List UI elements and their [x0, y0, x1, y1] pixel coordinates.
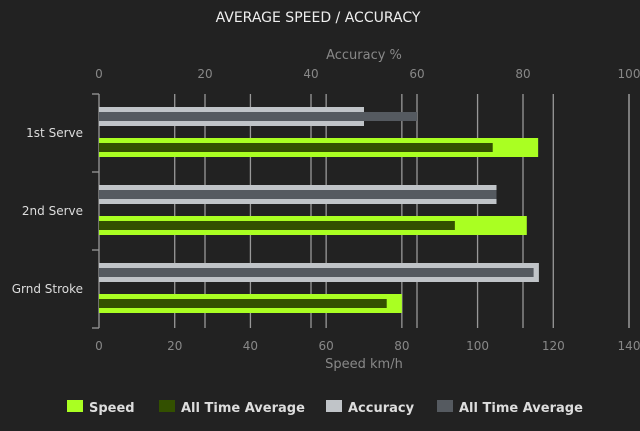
accuracy-tick-label: 60	[409, 67, 424, 81]
speed-tick-label: 40	[243, 339, 258, 353]
legend-label: All Time Average	[181, 401, 305, 416]
accuracy-average-bar	[99, 268, 534, 277]
top-axis-label: Accuracy %	[326, 48, 402, 63]
speed-tick-label: 0	[95, 339, 103, 353]
speed-average-bar	[99, 143, 493, 152]
category-label: Grnd Stroke	[12, 282, 83, 296]
category-label: 1st Serve	[26, 126, 83, 140]
accuracy-tick-label: 80	[515, 67, 530, 81]
accuracy-average-bar	[99, 190, 497, 199]
legend-label: All Time Average	[459, 401, 583, 416]
speed-tick-label: 120	[542, 339, 565, 353]
accuracy-tick-label: 0	[95, 67, 103, 81]
accuracy-average-bar	[99, 112, 417, 121]
bottom-axis-label: Speed km/h	[325, 357, 403, 372]
speed-average-bar	[99, 221, 455, 230]
speed-tick-label: 80	[394, 339, 409, 353]
speed-tick-label: 100	[466, 339, 489, 353]
legend-swatch	[67, 400, 83, 412]
chart-title: AVERAGE SPEED / ACCURACY	[216, 10, 421, 26]
accuracy-tick-label: 100	[618, 67, 640, 81]
category-label: 2nd Serve	[22, 204, 83, 218]
speed-tick-label: 20	[167, 339, 182, 353]
legend-swatch	[326, 400, 342, 412]
accuracy-tick-label: 40	[303, 67, 318, 81]
speed-tick-label: 140	[618, 339, 640, 353]
legend-label: Speed	[89, 401, 135, 416]
legend-swatch	[437, 400, 453, 412]
speed-average-bar	[99, 299, 387, 308]
accuracy-tick-label: 20	[197, 67, 212, 81]
legend-label: Accuracy	[348, 401, 415, 416]
speed-tick-label: 60	[319, 339, 334, 353]
legend-swatch	[159, 400, 175, 412]
